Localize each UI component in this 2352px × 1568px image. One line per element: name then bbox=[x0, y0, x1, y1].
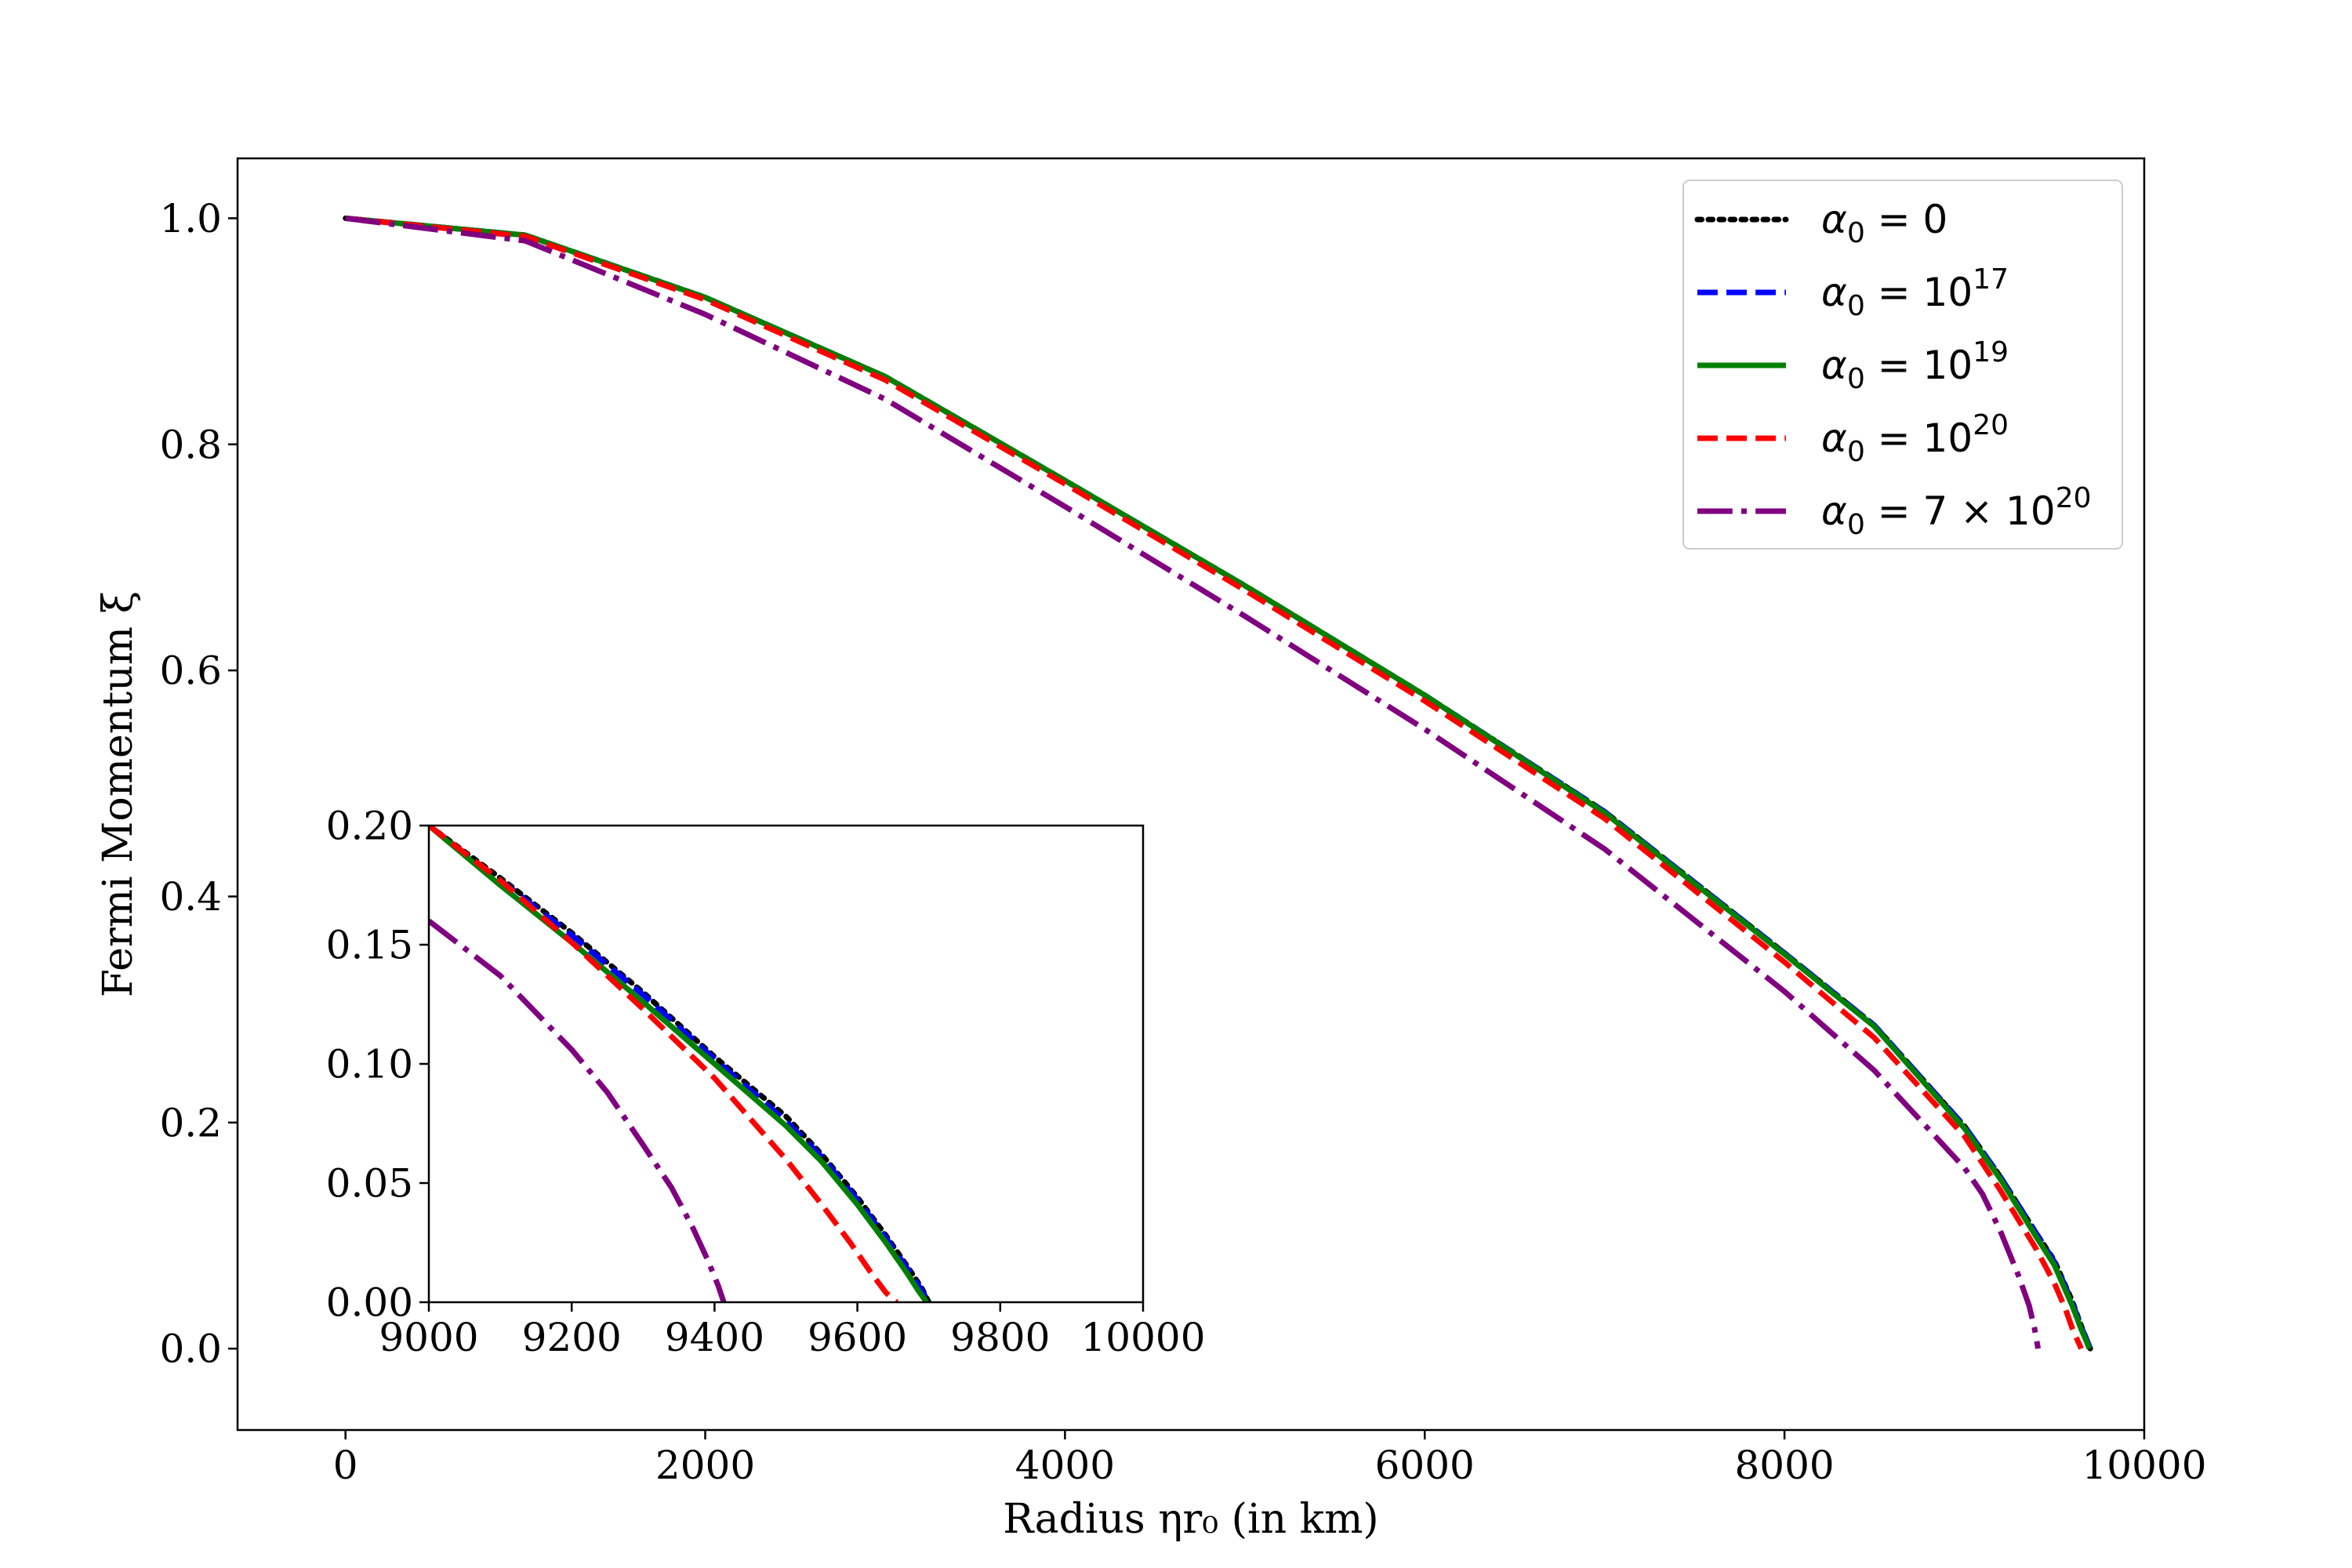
main-x-tick-label: 6000 bbox=[1375, 1443, 1475, 1488]
inset-series-line-3 bbox=[429, 826, 899, 1302]
inset-y-tick-label: 0.15 bbox=[326, 923, 413, 968]
inset-y-tick-label: 0.10 bbox=[326, 1042, 413, 1087]
legend-label: α0 = 1017 bbox=[1821, 263, 2009, 322]
legend-label: α0 = 0 bbox=[1821, 197, 1947, 249]
inset-x-tick-label: 9200 bbox=[522, 1315, 622, 1360]
legend-label: α0 = 1020 bbox=[1821, 409, 2009, 468]
main-x-tick-label: 2000 bbox=[655, 1443, 755, 1488]
main-x-tick-label: 4000 bbox=[1015, 1443, 1115, 1488]
legend-box bbox=[1682, 180, 2123, 550]
inset-x-tick-label: 9000 bbox=[379, 1315, 478, 1360]
main-x-tick-label: 8000 bbox=[1735, 1443, 1835, 1488]
inset-x-tick-label: 10000 bbox=[1080, 1315, 1205, 1360]
legend-label: α0 = 1019 bbox=[1821, 336, 2009, 395]
inset-y-tick-label: 0.00 bbox=[326, 1280, 413, 1326]
main-x-tick-label: 0 bbox=[333, 1443, 358, 1488]
main-y-tick-label: 0.0 bbox=[159, 1327, 222, 1372]
main-x-axis-title: Radius ηr₀ (in km) bbox=[1003, 1496, 1378, 1543]
main-y-tick-label: 1.0 bbox=[159, 196, 222, 241]
inset-x-tick-label: 9600 bbox=[808, 1315, 907, 1360]
main-y-tick-label: 0.4 bbox=[159, 874, 222, 920]
inset-x-tick-label: 9800 bbox=[950, 1315, 1050, 1360]
inset-y-tick-label: 0.20 bbox=[326, 804, 413, 849]
main-y-tick-label: 0.6 bbox=[159, 648, 222, 694]
main-series-line-3 bbox=[345, 215, 2084, 1350]
inset-background bbox=[429, 826, 1143, 1302]
main-y-axis-title: Fermi Momentum ξ bbox=[95, 591, 142, 997]
legend-label: α0 = 7 × 1020 bbox=[1821, 482, 2092, 541]
main-x-tick-label: 10000 bbox=[2082, 1443, 2206, 1488]
inset-x-tick-label: 9400 bbox=[665, 1315, 764, 1360]
main-y-tick-label: 0.2 bbox=[159, 1100, 222, 1145]
main-plot-frame bbox=[236, 157, 2146, 1432]
legend: α0 = 0 α0 = 1017 α0 = 1019 α0 = 1020 α0 = 7 … bbox=[1682, 180, 2123, 550]
main-y-tick-label: 0.8 bbox=[159, 422, 222, 467]
inset-y-tick-label: 0.05 bbox=[326, 1161, 413, 1207]
main-series-line-4 bbox=[345, 215, 2042, 1349]
main-series-line-2 bbox=[345, 215, 2092, 1350]
inset-series-line-2 bbox=[429, 826, 929, 1302]
inset-series-line-4 bbox=[429, 918, 727, 1302]
